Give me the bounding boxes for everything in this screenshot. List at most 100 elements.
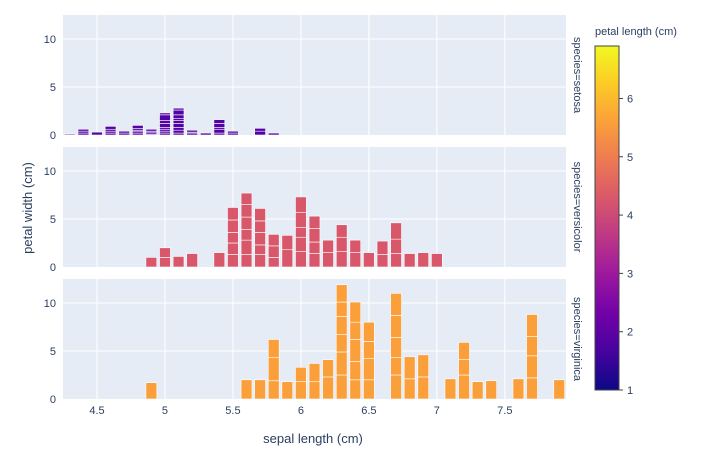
colorbar-tick-label: 4	[627, 210, 633, 222]
bar-segment	[172, 127, 185, 131]
bar-segment	[403, 378, 416, 400]
bar-segment	[172, 123, 185, 128]
bar-segment	[186, 253, 198, 268]
bar-segment	[458, 374, 470, 400]
y-tick-label: 10	[44, 34, 56, 46]
bar-segment	[118, 130, 130, 134]
bar-segment	[200, 132, 212, 136]
bar-segment	[159, 112, 171, 116]
bar-segment	[417, 354, 429, 378]
bar-segment	[335, 316, 348, 335]
bar-segment	[526, 314, 538, 337]
bar-segment	[240, 204, 253, 218]
bar-segment	[240, 229, 253, 241]
bar-segment	[363, 341, 375, 359]
colorbar-ticks: 1 2 3 4 5 6	[619, 93, 633, 397]
colorbar: petal length (cm) 1 2 3 4 5 6	[594, 26, 677, 397]
x-tick-label: 6.5	[361, 405, 376, 417]
y-tick-label: 0	[50, 262, 56, 274]
bar-segment	[376, 240, 389, 255]
bar-segment	[281, 249, 294, 268]
bar-segment	[254, 232, 266, 246]
bar-segment	[295, 251, 307, 268]
bar-segment	[172, 107, 185, 111]
y-tick-label: 5	[50, 82, 56, 94]
bar-segment	[281, 235, 294, 251]
bar-segment	[227, 254, 239, 268]
bar-segment	[349, 321, 362, 340]
bar-segment	[417, 252, 429, 268]
colorbar-title: petal length (cm)	[595, 26, 677, 38]
bar-segment	[172, 114, 185, 119]
colorbar-tick-label: 1	[627, 385, 633, 397]
bar-segment	[335, 236, 348, 252]
bar-segment	[417, 376, 429, 400]
bar-segment	[349, 339, 362, 362]
bar-segment	[322, 376, 334, 400]
bar-segment	[267, 357, 280, 382]
bar-segment	[335, 351, 348, 376]
bar-segment	[308, 253, 321, 268]
bar-segment	[308, 363, 321, 383]
bar-segment	[526, 355, 538, 379]
bar-segment	[227, 130, 239, 134]
facet-panel-2: 0 5 10 species=versicolor	[44, 147, 583, 274]
bar-segment	[186, 129, 198, 133]
bar-segment	[322, 359, 334, 378]
bar-segment	[240, 254, 253, 268]
colorbar-tick-label: 6	[627, 93, 633, 105]
facet-label: species=virginica	[571, 297, 583, 382]
bar-segment	[227, 232, 239, 244]
bar-segment	[172, 120, 185, 124]
x-tick-label: 7.5	[497, 405, 512, 417]
x-axis-title: sepal length (cm)	[263, 431, 363, 446]
bar-segment	[104, 126, 117, 130]
colorbar-tick-label: 2	[627, 327, 633, 339]
bar-segment	[363, 358, 375, 381]
bar-segment	[349, 361, 362, 381]
bar-segment	[159, 247, 171, 258]
bar-segment	[240, 216, 253, 230]
bar-segment	[159, 257, 171, 268]
bar-segment	[254, 379, 266, 400]
bar-segment	[512, 378, 525, 400]
bar-segment	[295, 211, 307, 228]
x-tick-label: 6	[298, 405, 304, 417]
bar-segment	[254, 208, 266, 222]
bar-segment	[295, 196, 307, 213]
bar-segment	[132, 125, 144, 129]
bar-segment	[77, 128, 90, 132]
bar-segment	[254, 244, 266, 255]
bar-segment	[308, 241, 321, 254]
bar-segment	[240, 379, 253, 400]
bar-segment	[349, 379, 362, 400]
bar-segment	[145, 128, 158, 132]
bar-segment	[172, 256, 185, 268]
facet-label: species=setosa	[571, 37, 583, 114]
bar-segment	[159, 114, 171, 121]
bar-segment	[390, 357, 402, 376]
bar-segment	[213, 252, 226, 268]
bar-segment	[227, 242, 239, 255]
bar-segment	[267, 380, 280, 400]
facet-panel-1: 0 5 10 species=setosa	[44, 15, 583, 142]
bar-segment	[267, 339, 280, 359]
bar-segment	[390, 315, 402, 338]
bar-segment	[526, 336, 538, 357]
bar-segment	[403, 356, 416, 380]
bar-segment	[254, 130, 266, 136]
bar-segment	[267, 234, 280, 247]
bar-segment	[267, 245, 280, 258]
bar-segment	[335, 301, 348, 317]
bar-segment	[281, 381, 294, 400]
colorbar-tick-label: 3	[627, 268, 633, 280]
bar-segment	[390, 337, 402, 359]
bar-segment	[363, 252, 375, 268]
bar-segment	[390, 253, 402, 268]
bar-segment	[308, 381, 321, 400]
bar-segment	[458, 342, 470, 360]
bar-segment	[295, 367, 307, 383]
bar-segment	[322, 252, 334, 268]
